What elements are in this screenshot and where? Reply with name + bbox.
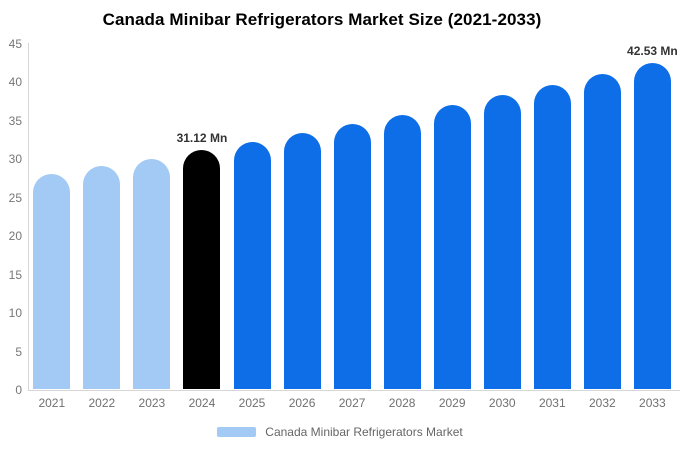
bar-2031[interactable]: [533, 84, 571, 389]
y-axis-tick-label: 5: [15, 344, 22, 359]
x-axis-label-2031: 2031: [538, 396, 566, 410]
y-axis-tick-label: 15: [8, 267, 22, 282]
x-axis-label-2028: 2028: [388, 396, 416, 410]
x-axis-label-2027: 2027: [338, 396, 366, 410]
y-axis-tick-label: 25: [8, 190, 22, 205]
x-axis-label-2026: 2026: [288, 396, 316, 410]
bar-2029[interactable]: [433, 105, 471, 389]
y-axis-tick-label: 40: [8, 75, 22, 89]
x-axis-line: [28, 390, 680, 391]
x-axis-label-2032: 2032: [588, 396, 616, 410]
y-axis-tick-label: 0: [15, 383, 22, 397]
x-axis-label-2033: 2033: [639, 396, 666, 410]
y-axis-tick-label: 10: [8, 306, 22, 320]
legend-label: Canada Minibar Refrigerators Market: [265, 425, 463, 439]
y-axis-tick-label: 20: [8, 229, 22, 243]
bar-2021[interactable]: [33, 174, 71, 389]
bar-2023[interactable]: [133, 158, 171, 389]
y-axis-tick-label: 35: [8, 113, 22, 128]
x-axis-label-2029: 2029: [438, 396, 466, 410]
chart-title: Canada Minibar Refrigerators Market Size…: [102, 10, 542, 29]
bar-2025[interactable]: [233, 141, 271, 389]
data-label-2024: 31.12 Mn: [176, 131, 228, 146]
bar-2026[interactable]: [283, 133, 321, 389]
bar-2028[interactable]: [383, 114, 421, 389]
y-axis-line: [28, 43, 29, 390]
bar-2030[interactable]: [483, 94, 521, 389]
y-axis-tick-label: 45: [8, 36, 22, 51]
bar-2022[interactable]: [83, 166, 121, 389]
x-axis-label-2021: 2021: [38, 396, 66, 410]
bar-2024[interactable]: [183, 150, 221, 389]
legend-swatch-icon: [217, 427, 257, 437]
y-axis-tick-label: 30: [8, 152, 22, 166]
bar-2032[interactable]: [583, 73, 621, 389]
bar-2027[interactable]: [333, 124, 371, 389]
x-axis-label-2025: 2025: [238, 396, 266, 410]
x-axis-label-2023: 2023: [138, 396, 166, 410]
x-axis-label-2024: 2024: [188, 396, 216, 410]
bar-2033[interactable]: [633, 62, 671, 389]
data-label-2033: 42.53 Mn: [627, 43, 678, 58]
legend[interactable]: Canada Minibar Refrigerators Market: [0, 425, 680, 439]
x-axis-label-2022: 2022: [88, 396, 116, 410]
x-axis-label-2030: 2030: [488, 396, 516, 410]
